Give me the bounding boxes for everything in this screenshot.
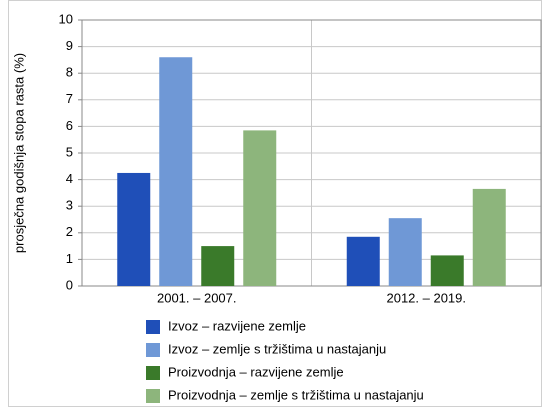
bar	[243, 130, 277, 286]
legend-swatch	[146, 366, 160, 380]
bar	[201, 246, 235, 286]
y-tick-label: 0	[66, 277, 73, 292]
bar	[388, 218, 422, 286]
y-tick-label: 1	[66, 251, 73, 266]
y-tick-label: 8	[66, 65, 73, 80]
legend-label: Proizvodnja – razvijene zemlje	[168, 364, 344, 379]
y-tick-label: 4	[66, 171, 73, 186]
bar	[159, 57, 193, 286]
y-tick-label: 5	[66, 144, 73, 159]
legend-swatch	[146, 343, 160, 357]
bar	[117, 172, 151, 286]
y-tick-label: 10	[59, 11, 73, 26]
y-tick-label: 6	[66, 118, 73, 133]
y-tick-label: 7	[66, 91, 73, 106]
plot-frame	[81, 19, 542, 287]
y-tick-label: 9	[66, 38, 73, 53]
legend-swatch	[146, 320, 160, 334]
legend-label: Proizvodnja – zemlje s tržištima u nasta…	[168, 387, 424, 402]
legend-label: Izvoz – razvijene zemlje	[168, 318, 306, 333]
legend-swatch	[146, 389, 160, 403]
bar	[430, 255, 464, 286]
y-tick-label: 2	[66, 224, 73, 239]
x-tick-label: 2001. – 2007.	[157, 290, 237, 305]
y-axis-label: prosječna godišnja stopa rasta (%)	[11, 53, 26, 253]
bar	[472, 188, 506, 286]
y-tick-label: 3	[66, 198, 73, 213]
legend-label: Izvoz – zemlje s tržištima u nastajanju	[168, 341, 386, 356]
x-tick-label: 2012. – 2019.	[386, 290, 466, 305]
bar	[346, 236, 380, 286]
